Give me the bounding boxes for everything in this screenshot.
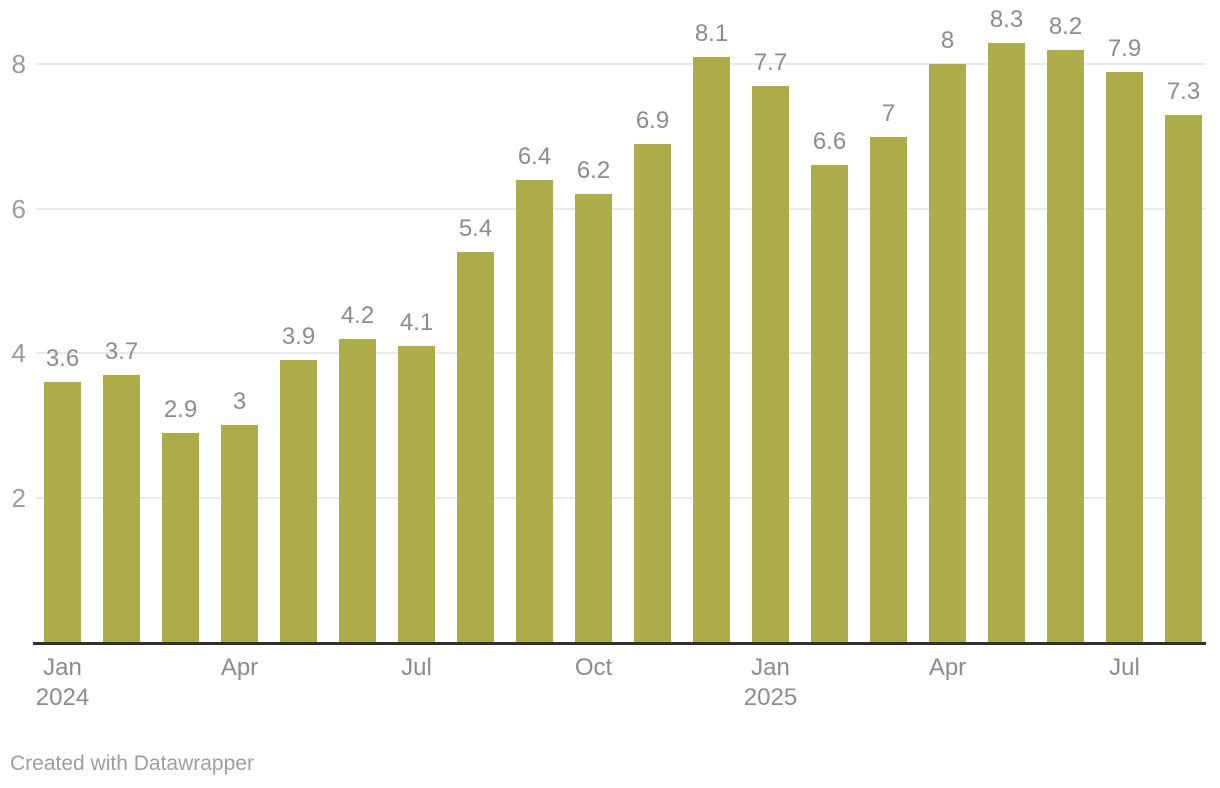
bar[interactable] bbox=[398, 345, 435, 645]
x-axis-tick-label: Jul bbox=[1060, 653, 1190, 683]
bar-value-label: 8.3 bbox=[989, 5, 1024, 33]
bar-value-label: 5.4 bbox=[458, 215, 493, 243]
bar[interactable] bbox=[1106, 71, 1143, 645]
x-axis-tick-label: Oct bbox=[529, 653, 659, 683]
y-gridline bbox=[36, 63, 1206, 66]
bar[interactable] bbox=[752, 86, 789, 645]
bar[interactable] bbox=[280, 360, 317, 645]
bar-value-label: 6.4 bbox=[517, 142, 552, 170]
y-axis-tick-label: 8 bbox=[11, 49, 26, 80]
y-axis-tick-label: 6 bbox=[11, 193, 26, 224]
x-tick-month: Apr bbox=[220, 654, 259, 681]
bar[interactable] bbox=[575, 194, 612, 645]
bar-value-label: 4.1 bbox=[399, 308, 434, 336]
x-tick-year: 2025 bbox=[743, 684, 798, 711]
bar-value-label: 7.3 bbox=[1166, 77, 1201, 105]
bar[interactable] bbox=[516, 179, 553, 645]
bar[interactable] bbox=[103, 374, 140, 645]
x-axis-tick-label: Apr bbox=[883, 653, 1013, 683]
bar-value-label: 3.9 bbox=[281, 323, 316, 351]
bar-value-label: 7.7 bbox=[753, 49, 788, 77]
x-axis-tick-label: Apr bbox=[175, 653, 305, 683]
bar[interactable] bbox=[1047, 49, 1084, 645]
bar-value-label: 8.2 bbox=[1048, 12, 1083, 40]
bar-value-label: 3.6 bbox=[45, 345, 80, 373]
bar[interactable] bbox=[339, 338, 376, 645]
x-axis-tick-label: Jan 2025 bbox=[706, 653, 836, 713]
bar-value-label: 8 bbox=[940, 27, 955, 55]
bar[interactable] bbox=[811, 165, 848, 645]
x-tick-month: Jan bbox=[751, 654, 790, 681]
bar-value-label: 8.1 bbox=[694, 20, 729, 48]
bar-value-label: 6.2 bbox=[576, 157, 611, 185]
bar[interactable] bbox=[44, 382, 81, 645]
bar[interactable] bbox=[988, 42, 1025, 645]
x-axis-tick-label: Jan 2024 bbox=[0, 653, 128, 713]
x-axis-tick-label: Jul bbox=[352, 653, 482, 683]
y-gridline bbox=[36, 207, 1206, 210]
bar-value-label: 7 bbox=[881, 99, 896, 127]
y-gridline bbox=[36, 352, 1206, 355]
bar[interactable] bbox=[1165, 114, 1202, 645]
y-gridline bbox=[36, 496, 1206, 499]
x-axis-line bbox=[33, 642, 1206, 645]
bar[interactable] bbox=[457, 252, 494, 645]
bar-value-label: 6.6 bbox=[812, 128, 847, 156]
bar[interactable] bbox=[929, 64, 966, 645]
x-tick-month: Oct bbox=[574, 654, 613, 681]
bar-value-label: 6.9 bbox=[635, 106, 670, 134]
bar-value-label: 3 bbox=[232, 388, 247, 416]
bar-value-label: 7.9 bbox=[1107, 34, 1142, 62]
bar-value-label: 4.2 bbox=[340, 301, 375, 329]
bar[interactable] bbox=[693, 57, 730, 645]
x-tick-month: Jul bbox=[401, 654, 432, 681]
bar[interactable] bbox=[221, 425, 258, 645]
x-tick-year: 2024 bbox=[35, 684, 90, 711]
y-axis-tick-label: 2 bbox=[11, 482, 26, 513]
x-tick-month: Jul bbox=[1109, 654, 1140, 681]
datawrapper-attribution-link[interactable]: Created with Datawrapper bbox=[10, 752, 254, 775]
bar[interactable] bbox=[870, 136, 907, 645]
bar[interactable] bbox=[162, 432, 199, 645]
bar-value-label: 2.9 bbox=[163, 395, 198, 423]
x-tick-month: Apr bbox=[928, 654, 967, 681]
bar-value-label: 3.7 bbox=[104, 337, 139, 365]
x-tick-month: Jan bbox=[43, 654, 82, 681]
y-axis-tick-label: 4 bbox=[11, 338, 26, 369]
bar[interactable] bbox=[634, 143, 671, 645]
